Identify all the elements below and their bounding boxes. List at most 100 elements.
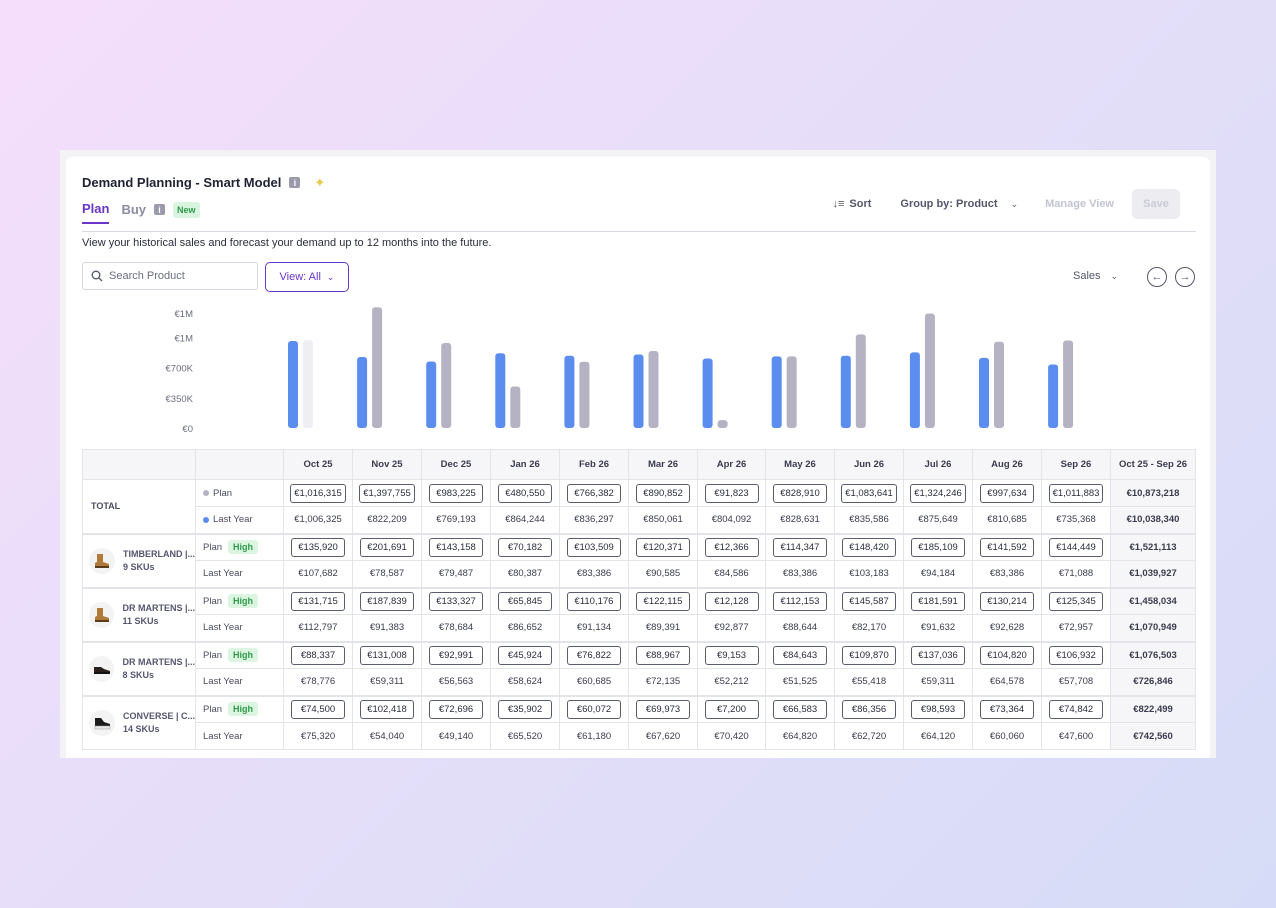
plan-cell[interactable]: €766,382 — [559, 479, 629, 507]
plan-value-input[interactable]: €828,910 — [773, 483, 827, 503]
plan-value-input[interactable]: €181,591 — [911, 591, 965, 611]
plan-cell[interactable]: €86,356 — [834, 694, 904, 723]
plan-cell[interactable]: €114,347 — [765, 532, 835, 561]
plan-cell[interactable]: €131,715 — [283, 586, 353, 615]
plan-value-input[interactable]: €480,550 — [498, 483, 552, 503]
plan-cell[interactable]: €65,845 — [490, 586, 560, 615]
plan-cell[interactable]: €92,991 — [421, 640, 491, 669]
plan-value-input[interactable]: €1,324,246 — [910, 483, 966, 503]
plan-cell[interactable]: €144,449 — [1041, 532, 1111, 561]
plan-value-input[interactable]: €9,153 — [704, 645, 759, 665]
plan-cell[interactable]: €106,932 — [1041, 640, 1111, 669]
plan-value-input[interactable]: €72,696 — [429, 699, 483, 719]
plan-value-input[interactable]: €137,036 — [911, 645, 965, 665]
plan-value-input[interactable]: €766,382 — [567, 483, 621, 503]
bar-plan[interactable] — [441, 343, 452, 428]
plan-cell[interactable]: €73,364 — [972, 694, 1042, 723]
plan-value-input[interactable]: €114,347 — [773, 537, 827, 557]
product-cell[interactable]: DR MARTENS |... 11 SKUs — [82, 586, 196, 642]
plan-cell[interactable]: €60,072 — [559, 694, 629, 723]
plan-cell[interactable]: €1,324,246 — [903, 479, 973, 507]
plan-cell[interactable]: €74,842 — [1041, 694, 1111, 723]
plan-value-input[interactable]: €997,634 — [980, 483, 1034, 503]
plan-value-input[interactable]: €144,449 — [1049, 537, 1103, 557]
bar-plan[interactable] — [924, 313, 935, 428]
bar-last-year[interactable] — [840, 355, 851, 428]
plan-cell[interactable]: €45,924 — [490, 640, 560, 669]
group-by-dropdown[interactable]: Group by: Product ⌄ — [900, 198, 1018, 210]
bar-last-year[interactable] — [979, 357, 989, 428]
plan-value-input[interactable]: €88,967 — [636, 645, 690, 665]
plan-cell[interactable]: €102,418 — [352, 694, 422, 723]
plan-cell[interactable]: €88,337 — [283, 640, 353, 669]
plan-cell[interactable]: €98,593 — [903, 694, 973, 723]
plan-cell[interactable]: €983,225 — [421, 479, 491, 507]
plan-value-input[interactable]: €125,345 — [1049, 591, 1103, 611]
plan-value-input[interactable]: €98,593 — [911, 699, 965, 719]
plan-cell[interactable]: €141,592 — [972, 532, 1042, 561]
plan-value-input[interactable]: €74,500 — [291, 699, 345, 719]
save-button[interactable]: Save — [1132, 189, 1180, 219]
plan-cell[interactable]: €120,371 — [628, 532, 698, 561]
next-period-button[interactable]: → — [1175, 267, 1195, 287]
plan-value-input[interactable]: €143,158 — [429, 537, 483, 557]
prev-period-button[interactable]: ← — [1147, 267, 1167, 287]
plan-cell[interactable]: €35,902 — [490, 694, 560, 723]
product-cell[interactable]: DR MARTENS |... 8 SKUs — [82, 640, 196, 696]
plan-cell[interactable]: €112,153 — [765, 586, 835, 615]
plan-cell[interactable]: €125,345 — [1041, 586, 1111, 615]
plan-value-input[interactable]: €74,842 — [1049, 699, 1103, 719]
plan-value-input[interactable]: €35,902 — [498, 699, 552, 719]
plan-value-input[interactable]: €76,822 — [567, 645, 621, 665]
bar-last-year[interactable] — [771, 356, 782, 428]
plan-cell[interactable]: €7,200 — [697, 694, 766, 723]
plan-cell[interactable]: €12,128 — [697, 586, 766, 615]
bar-plan[interactable] — [786, 356, 797, 428]
plan-value-input[interactable]: €201,691 — [360, 537, 414, 557]
sort-button[interactable]: ↓≡ Sort — [832, 198, 871, 210]
plan-value-input[interactable]: €88,337 — [291, 645, 345, 665]
plan-cell[interactable]: €130,214 — [972, 586, 1042, 615]
plan-value-input[interactable]: €122,115 — [636, 591, 690, 611]
plan-cell[interactable]: €1,397,755 — [352, 479, 422, 507]
plan-value-input[interactable]: €70,182 — [498, 537, 552, 557]
bar-last-year[interactable] — [426, 361, 437, 428]
bar-plan[interactable] — [510, 386, 521, 428]
bar-last-year[interactable] — [495, 353, 506, 428]
plan-value-input[interactable]: €110,176 — [567, 591, 621, 611]
search-input[interactable] — [109, 270, 249, 282]
bar-plan[interactable] — [994, 341, 1004, 428]
plan-value-input[interactable]: €1,397,755 — [359, 483, 415, 503]
bar-last-year[interactable] — [357, 356, 368, 428]
plan-cell[interactable]: €131,008 — [352, 640, 422, 669]
plan-value-input[interactable]: €86,356 — [842, 699, 896, 719]
tab-plan[interactable]: Plan — [82, 201, 110, 224]
plan-value-input[interactable]: €69,973 — [636, 699, 690, 719]
plan-cell[interactable]: €66,583 — [765, 694, 835, 723]
plan-value-input[interactable]: €106,932 — [1049, 645, 1103, 665]
plan-value-input[interactable]: €12,128 — [704, 591, 759, 611]
plan-value-input[interactable]: €133,327 — [429, 591, 483, 611]
bar-last-year[interactable] — [702, 358, 713, 428]
plan-value-input[interactable]: €112,153 — [773, 591, 827, 611]
plan-value-input[interactable]: €1,016,315 — [290, 483, 346, 503]
plan-cell[interactable]: €122,115 — [628, 586, 698, 615]
plan-value-input[interactable]: €84,643 — [773, 645, 827, 665]
plan-value-input[interactable]: €66,583 — [773, 699, 827, 719]
plan-value-input[interactable]: €60,072 — [567, 699, 621, 719]
plan-value-input[interactable]: €187,839 — [360, 591, 414, 611]
info-icon[interactable]: i — [289, 177, 301, 188]
plan-cell[interactable]: €84,643 — [765, 640, 835, 669]
bar-plan[interactable] — [855, 334, 866, 428]
plan-cell[interactable]: €76,822 — [559, 640, 629, 669]
plan-value-input[interactable]: €145,587 — [842, 591, 896, 611]
plan-cell[interactable]: €181,591 — [903, 586, 973, 615]
plan-cell[interactable]: €1,016,315 — [283, 479, 353, 507]
plan-cell[interactable]: €890,852 — [628, 479, 698, 507]
plan-cell[interactable]: €143,158 — [421, 532, 491, 561]
plan-cell[interactable]: €109,870 — [834, 640, 904, 669]
plan-cell[interactable]: €88,967 — [628, 640, 698, 669]
plan-value-input[interactable]: €141,592 — [980, 537, 1034, 557]
bar-last-year[interactable] — [288, 341, 298, 428]
plan-cell[interactable]: €9,153 — [697, 640, 766, 669]
